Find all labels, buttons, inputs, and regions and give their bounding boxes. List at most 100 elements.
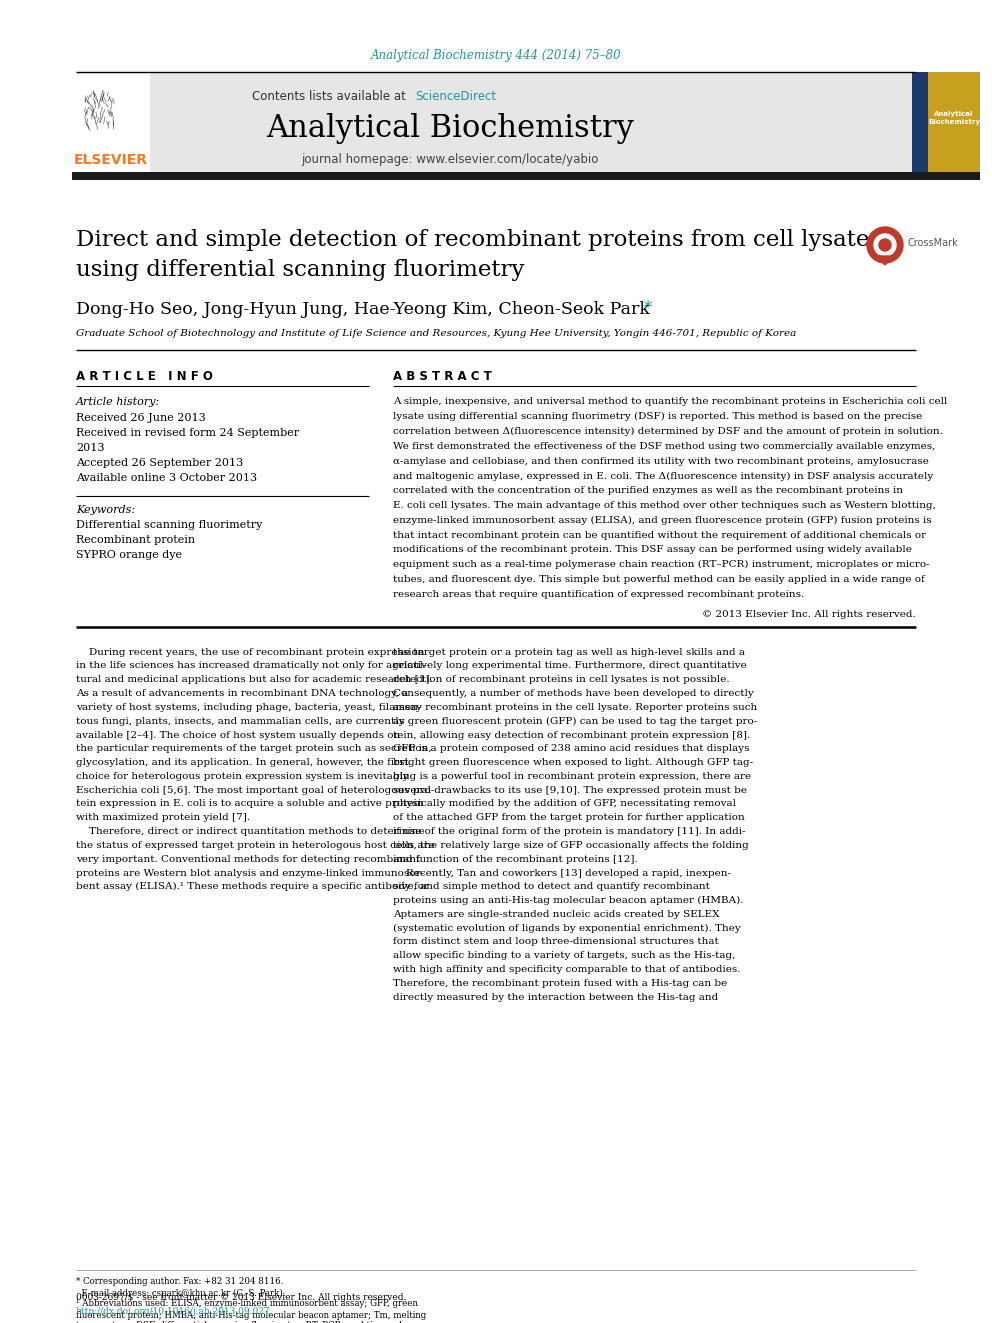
Text: tural and medicinal applications but also for academic research [1].: tural and medicinal applications but als… [76,675,433,684]
Text: modifications of the recombinant protein. This DSF assay can be performed using : modifications of the recombinant protein… [393,545,912,554]
Text: of the attached GFP from the target protein for further application: of the attached GFP from the target prot… [393,814,745,823]
Text: relatively long experimental time. Furthermore, direct quantitative: relatively long experimental time. Furth… [393,662,747,671]
Bar [912,71,980,172]
Text: Recombinant protein: Recombinant protein [76,534,195,545]
Circle shape [879,239,891,251]
Text: Article history:: Article history: [76,397,161,407]
Text: journal homepage: www.elsevier.com/locate/yabio: journal homepage: www.elsevier.com/locat… [302,153,599,167]
Text: variety of host systems, including phage, bacteria, yeast, filamen-: variety of host systems, including phage… [76,703,422,712]
Text: © 2013 Elsevier Inc. All rights reserved.: © 2013 Elsevier Inc. All rights reserved… [702,610,916,619]
Text: Received in revised form 24 September: Received in revised form 24 September [76,429,300,438]
Text: enzyme-linked immunosorbent assay (ELISA), and green fluorescence protein (GFP) : enzyme-linked immunosorbent assay (ELISA… [393,516,931,525]
Text: E-mail address: cspark@khu.ac.kr (C.-S. Park).: E-mail address: cspark@khu.ac.kr (C.-S. … [76,1289,286,1298]
Text: 2013: 2013 [76,443,104,452]
Text: research areas that require quantification of expressed recombinant proteins.: research areas that require quantificati… [393,590,805,599]
Text: ¹ Abbreviations used: ELISA, enzyme-linked immunosorbent assay; GFP, green: ¹ Abbreviations used: ELISA, enzyme-link… [76,1299,418,1308]
Text: CrossMark: CrossMark [907,238,957,247]
Text: correlation between Δ(fluorescence intensity) determined by DSF and the amount o: correlation between Δ(fluorescence inten… [393,427,942,437]
Text: the particular requirements of the target protein such as secretion,: the particular requirements of the targe… [76,745,432,753]
Text: proteins using an anti-His-tag molecular beacon aptamer (HMBA).: proteins using an anti-His-tag molecular… [393,896,743,905]
Text: tein expression in E. coli is to acquire a soluble and active protein: tein expression in E. coli is to acquire… [76,799,424,808]
Text: ging is a powerful tool in recombinant protein expression, there are: ging is a powerful tool in recombinant p… [393,771,751,781]
Text: with high affinity and specificity comparable to that of antibodies.: with high affinity and specificity compa… [393,964,740,974]
Text: A R T I C L E   I N F O: A R T I C L E I N F O [76,369,213,382]
Text: Available online 3 October 2013: Available online 3 October 2013 [76,474,257,483]
Text: Recently, Tan and coworkers [13] developed a rapid, inexpen-: Recently, Tan and coworkers [13] develop… [393,868,731,877]
Text: bright green fluorescence when exposed to light. Although GFP tag-: bright green fluorescence when exposed t… [393,758,753,767]
Text: choice for heterologous protein expression system is inevitably: choice for heterologous protein expressi… [76,771,409,781]
Text: A simple, inexpensive, and universal method to quantify the recombinant proteins: A simple, inexpensive, and universal met… [393,397,947,406]
Text: SYPRO orange dye: SYPRO orange dye [76,550,182,560]
Text: assay recombinant proteins in the cell lysate. Reporter proteins such: assay recombinant proteins in the cell l… [393,703,757,712]
Text: During recent years, the use of recombinant protein expression: During recent years, the use of recombin… [76,648,425,656]
Text: physically modified by the addition of GFP, necessitating removal: physically modified by the addition of G… [393,799,736,808]
Text: using differential scanning fluorimetry: using differential scanning fluorimetry [76,259,525,280]
Text: tous fungi, plants, insects, and mammalian cells, are currently: tous fungi, plants, insects, and mammali… [76,717,405,726]
Text: Direct and simple detection of recombinant proteins from cell lysates: Direct and simple detection of recombina… [76,229,881,251]
Text: Graduate School of Biotechnology and Institute of Life Science and Resources, Ky: Graduate School of Biotechnology and Ins… [76,329,797,339]
Text: Differential scanning fluorimetry: Differential scanning fluorimetry [76,520,262,531]
Bar [72,71,912,172]
Text: as green fluorescent protein (GFP) can be used to tag the target pro-: as green fluorescent protein (GFP) can b… [393,717,757,726]
Text: Escherichia coli [5,6]. The most important goal of heterologous pro-: Escherichia coli [5,6]. The most importa… [76,786,434,795]
Text: A B S T R A C T: A B S T R A C T [393,369,492,382]
Text: Consequently, a number of methods have been developed to directly: Consequently, a number of methods have b… [393,689,754,699]
Text: Therefore, the recombinant protein fused with a His-tag can be: Therefore, the recombinant protein fused… [393,979,727,988]
Text: Contents lists available at: Contents lists available at [252,90,410,103]
Text: http://dx.doi.org/10.1016/j.ab.2013.09.027: http://dx.doi.org/10.1016/j.ab.2013.09.0… [76,1307,271,1315]
Text: GFP is a protein composed of 238 amino acid residues that displays: GFP is a protein composed of 238 amino a… [393,745,750,753]
Text: if use of the original form of the protein is mandatory [11]. In addi-: if use of the original form of the prote… [393,827,746,836]
Text: very important. Conventional methods for detecting recombinant: very important. Conventional methods for… [76,855,421,864]
Text: glycosylation, and its application. In general, however, the first: glycosylation, and its application. In g… [76,758,409,767]
Text: the status of expressed target protein in heterologous host cells are: the status of expressed target protein i… [76,841,434,849]
Text: Therefore, direct or indirect quantitation methods to determine: Therefore, direct or indirect quantitati… [76,827,425,836]
Text: (systematic evolution of ligands by exponential enrichment). They: (systematic evolution of ligands by expo… [393,923,741,933]
Text: that intact recombinant protein can be quantified without the requirement of add: that intact recombinant protein can be q… [393,531,927,540]
Text: Accepted 26 September 2013: Accepted 26 September 2013 [76,458,243,468]
Text: sive, and simple method to detect and quantify recombinant: sive, and simple method to detect and qu… [393,882,710,892]
Circle shape [874,234,896,255]
Text: ELSEVIER: ELSEVIER [74,153,148,167]
Text: and function of the recombinant proteins [12].: and function of the recombinant proteins… [393,855,638,864]
Text: proteins are Western blot analysis and enzyme-linked immunosor-: proteins are Western blot analysis and e… [76,868,424,877]
Text: equipment such as a real-time polymerase chain reaction (RT–PCR) instrument, mic: equipment such as a real-time polymerase… [393,560,930,569]
Text: with maximized protein yield [7].: with maximized protein yield [7]. [76,814,250,823]
Text: temperature; DSF, differential scanning fluorimetry; RT–PCR, real-time polymeras: temperature; DSF, differential scanning … [76,1322,438,1323]
Text: form distinct stem and loop three-dimensional structures that: form distinct stem and loop three-dimens… [393,938,719,946]
Text: We first demonstrated the effectiveness of the DSF method using two commercially: We first demonstrated the effectiveness … [393,442,935,451]
Text: Aptamers are single-stranded nucleic acids created by SELEX: Aptamers are single-stranded nucleic aci… [393,910,719,919]
Bar [928,71,980,172]
Text: As a result of advancements in recombinant DNA technology, a: As a result of advancements in recombina… [76,689,409,699]
Text: lysate using differential scanning fluorimetry (DSF) is reported. This method is: lysate using differential scanning fluor… [393,413,923,421]
Text: in the life sciences has increased dramatically not only for agricul-: in the life sciences has increased drama… [76,662,427,671]
Circle shape [867,228,903,263]
Text: 0003-2697/$ - see front matter © 2013 Elsevier Inc. All rights reserved.: 0003-2697/$ - see front matter © 2013 El… [76,1294,407,1303]
Text: correlated with the concentration of the purified enzymes as well as the recombi: correlated with the concentration of the… [393,487,903,495]
Text: allow specific binding to a variety of targets, such as the His-tag,: allow specific binding to a variety of t… [393,951,735,960]
Text: E. coli cell lysates. The main advantage of this method over other techniques su: E. coli cell lysates. The main advantage… [393,501,935,511]
Polygon shape [877,255,893,265]
Text: Analytical Biochemistry: Analytical Biochemistry [266,112,634,143]
Text: Analytical Biochemistry 444 (2014) 75–80: Analytical Biochemistry 444 (2014) 75–80 [371,49,621,61]
Text: Dong-Ho Seo, Jong-Hyun Jung, Hae-Yeong Kim, Cheon-Seok Park: Dong-Ho Seo, Jong-Hyun Jung, Hae-Yeong K… [76,302,656,319]
Text: * Corresponding author. Fax: +82 31 204 8116.: * Corresponding author. Fax: +82 31 204 … [76,1278,284,1286]
Text: the target protein or a protein tag as well as high-level skills and a: the target protein or a protein tag as w… [393,648,745,656]
Text: several drawbacks to its use [9,10]. The expressed protein must be: several drawbacks to its use [9,10]. The… [393,786,747,795]
Bar [72,71,150,172]
Text: *: * [644,299,653,316]
Text: directly measured by the interaction between the His-tag and: directly measured by the interaction bet… [393,992,718,1002]
Text: available [2–4]. The choice of host system usually depends on: available [2–4]. The choice of host syst… [76,730,400,740]
Text: α-amylase and cellobiase, and then confirmed its utility with two recombinant pr: α-amylase and cellobiase, and then confi… [393,456,929,466]
Text: and maltogenic amylase, expressed in E. coli. The Δ(fluorescence intensity) in D: and maltogenic amylase, expressed in E. … [393,471,933,480]
Text: detection of recombinant proteins in cell lysates is not possible.: detection of recombinant proteins in cel… [393,675,730,684]
Text: bent assay (ELISA).¹ These methods require a specific antibody for: bent assay (ELISA).¹ These methods requi… [76,882,429,892]
Text: Received 26 June 2013: Received 26 June 2013 [76,413,205,423]
Text: tein, allowing easy detection of recombinant protein expression [8].: tein, allowing easy detection of recombi… [393,730,750,740]
Text: Analytical
Biochemistry: Analytical Biochemistry [928,111,980,124]
Text: Keywords:: Keywords: [76,505,135,515]
Bar [72,172,980,180]
Text: fluorescent protein; HMBA, anti-His-tag molecular beacon aptamer; Tm, melting: fluorescent protein; HMBA, anti-His-tag … [76,1311,427,1319]
Text: tion, the relatively large size of GFP occasionally affects the folding: tion, the relatively large size of GFP o… [393,841,749,849]
Text: tubes, and fluorescent dye. This simple but powerful method can be easily applie: tubes, and fluorescent dye. This simple … [393,576,925,583]
Text: ScienceDirect: ScienceDirect [415,90,496,103]
